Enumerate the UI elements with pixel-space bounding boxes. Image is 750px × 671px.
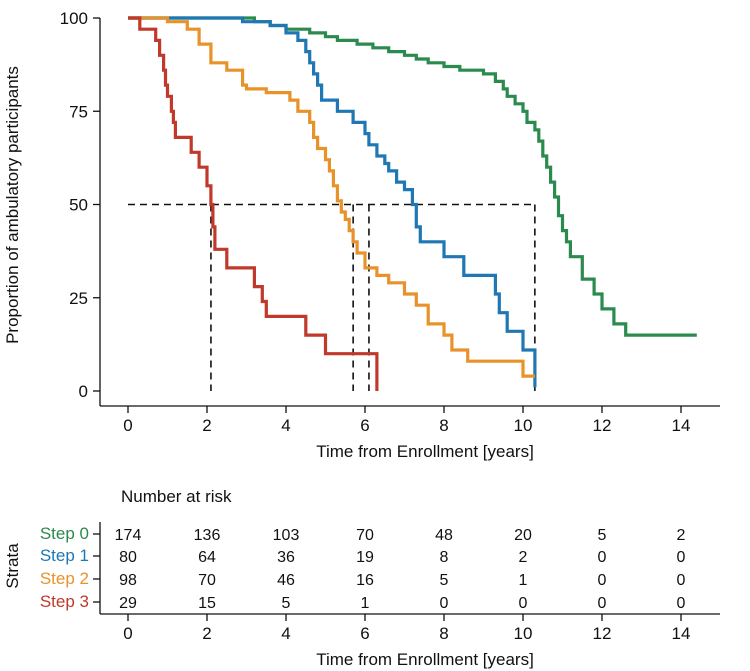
x-axis-ticks: 0 2 4 6 8 10 12 14 [123,406,690,435]
risk-x-tick-label: 6 [360,624,369,643]
strata-label-step-0: Step 0 [40,524,89,543]
y-tick-label: 100 [60,9,88,28]
risk-count: 20 [514,527,532,544]
risk-count: 103 [273,527,300,544]
risk-x-tick-label: 10 [514,624,533,643]
risk-count: 0 [677,595,686,612]
x-tick-label: 6 [360,416,369,435]
risk-count: 70 [356,527,374,544]
risk-count: 70 [198,572,216,589]
strata-label-step-2: Step 2 [40,569,89,588]
risk-count: 48 [435,527,453,544]
curve-step-0 [128,16,697,337]
risk-count: 0 [598,572,607,589]
risk-count: 0 [677,572,686,589]
risk-count: 8 [440,549,449,566]
y-tick-label: 50 [69,196,88,215]
x-axis-title: Time from Enrollment [years] [316,442,534,461]
x-tick-label: 10 [514,416,533,435]
risk-count: 0 [677,549,686,566]
risk-table-strata-label: Strata [3,543,22,589]
number-at-risk-table: Number at risk Strata Step 0 174 136 103 70 4… [3,487,720,669]
risk-count: 1 [361,595,370,612]
risk-count: 5 [440,572,449,589]
strata-label-step-1: Step 1 [40,546,89,565]
risk-x-tick-label: 12 [593,624,612,643]
y-tick-label: 0 [79,382,88,401]
risk-table-x-ticks: 0 2 4 6 8 10 12 14 [123,614,690,643]
x-tick-label: 12 [593,416,612,435]
risk-table-x-axis-title: Time from Enrollment [years] [316,650,534,669]
x-tick-label: 14 [672,416,691,435]
risk-x-tick-label: 8 [439,624,448,643]
risk-count: 2 [677,527,686,544]
risk-x-tick-label: 4 [281,624,290,643]
survival-plot: 0 25 50 75 100 0 2 4 6 8 10 12 14 Time from Enrollm… [3,9,720,461]
risk-count: 136 [194,527,221,544]
survival-curves [128,16,697,391]
risk-count: 0 [440,595,449,612]
risk-count: 29 [119,595,137,612]
risk-count: 5 [598,527,607,544]
y-tick-label: 75 [69,102,88,121]
risk-count: 64 [198,549,216,566]
y-axis-title: Proportion of ambulatory participants [3,66,22,344]
risk-count: 2 [519,549,528,566]
risk-x-tick-label: 0 [123,624,132,643]
y-tick-label: 25 [69,289,88,308]
x-tick-label: 2 [202,416,211,435]
x-tick-label: 0 [123,416,132,435]
risk-count: 80 [119,549,137,566]
x-tick-label: 8 [439,416,448,435]
risk-count: 0 [598,549,607,566]
strata-label-step-3: Step 3 [40,592,89,611]
risk-count: 0 [519,595,528,612]
risk-count: 15 [198,595,216,612]
risk-count: 174 [115,527,142,544]
risk-count: 0 [598,595,607,612]
risk-x-tick-label: 2 [202,624,211,643]
risk-count: 16 [356,572,374,589]
y-axis-ticks: 0 25 50 75 100 [60,9,100,401]
x-tick-label: 4 [281,416,290,435]
risk-count: 19 [356,549,374,566]
risk-count: 46 [277,572,295,589]
risk-table-title: Number at risk [121,487,232,506]
curve-step-2 [128,16,535,378]
curve-step-3 [128,16,379,391]
risk-x-tick-label: 14 [672,624,691,643]
median-reference-lines [128,203,536,391]
curve-step-1 [128,16,537,388]
risk-count: 36 [277,549,295,566]
risk-count: 5 [282,595,291,612]
risk-count: 1 [519,572,528,589]
risk-count: 98 [119,572,137,589]
